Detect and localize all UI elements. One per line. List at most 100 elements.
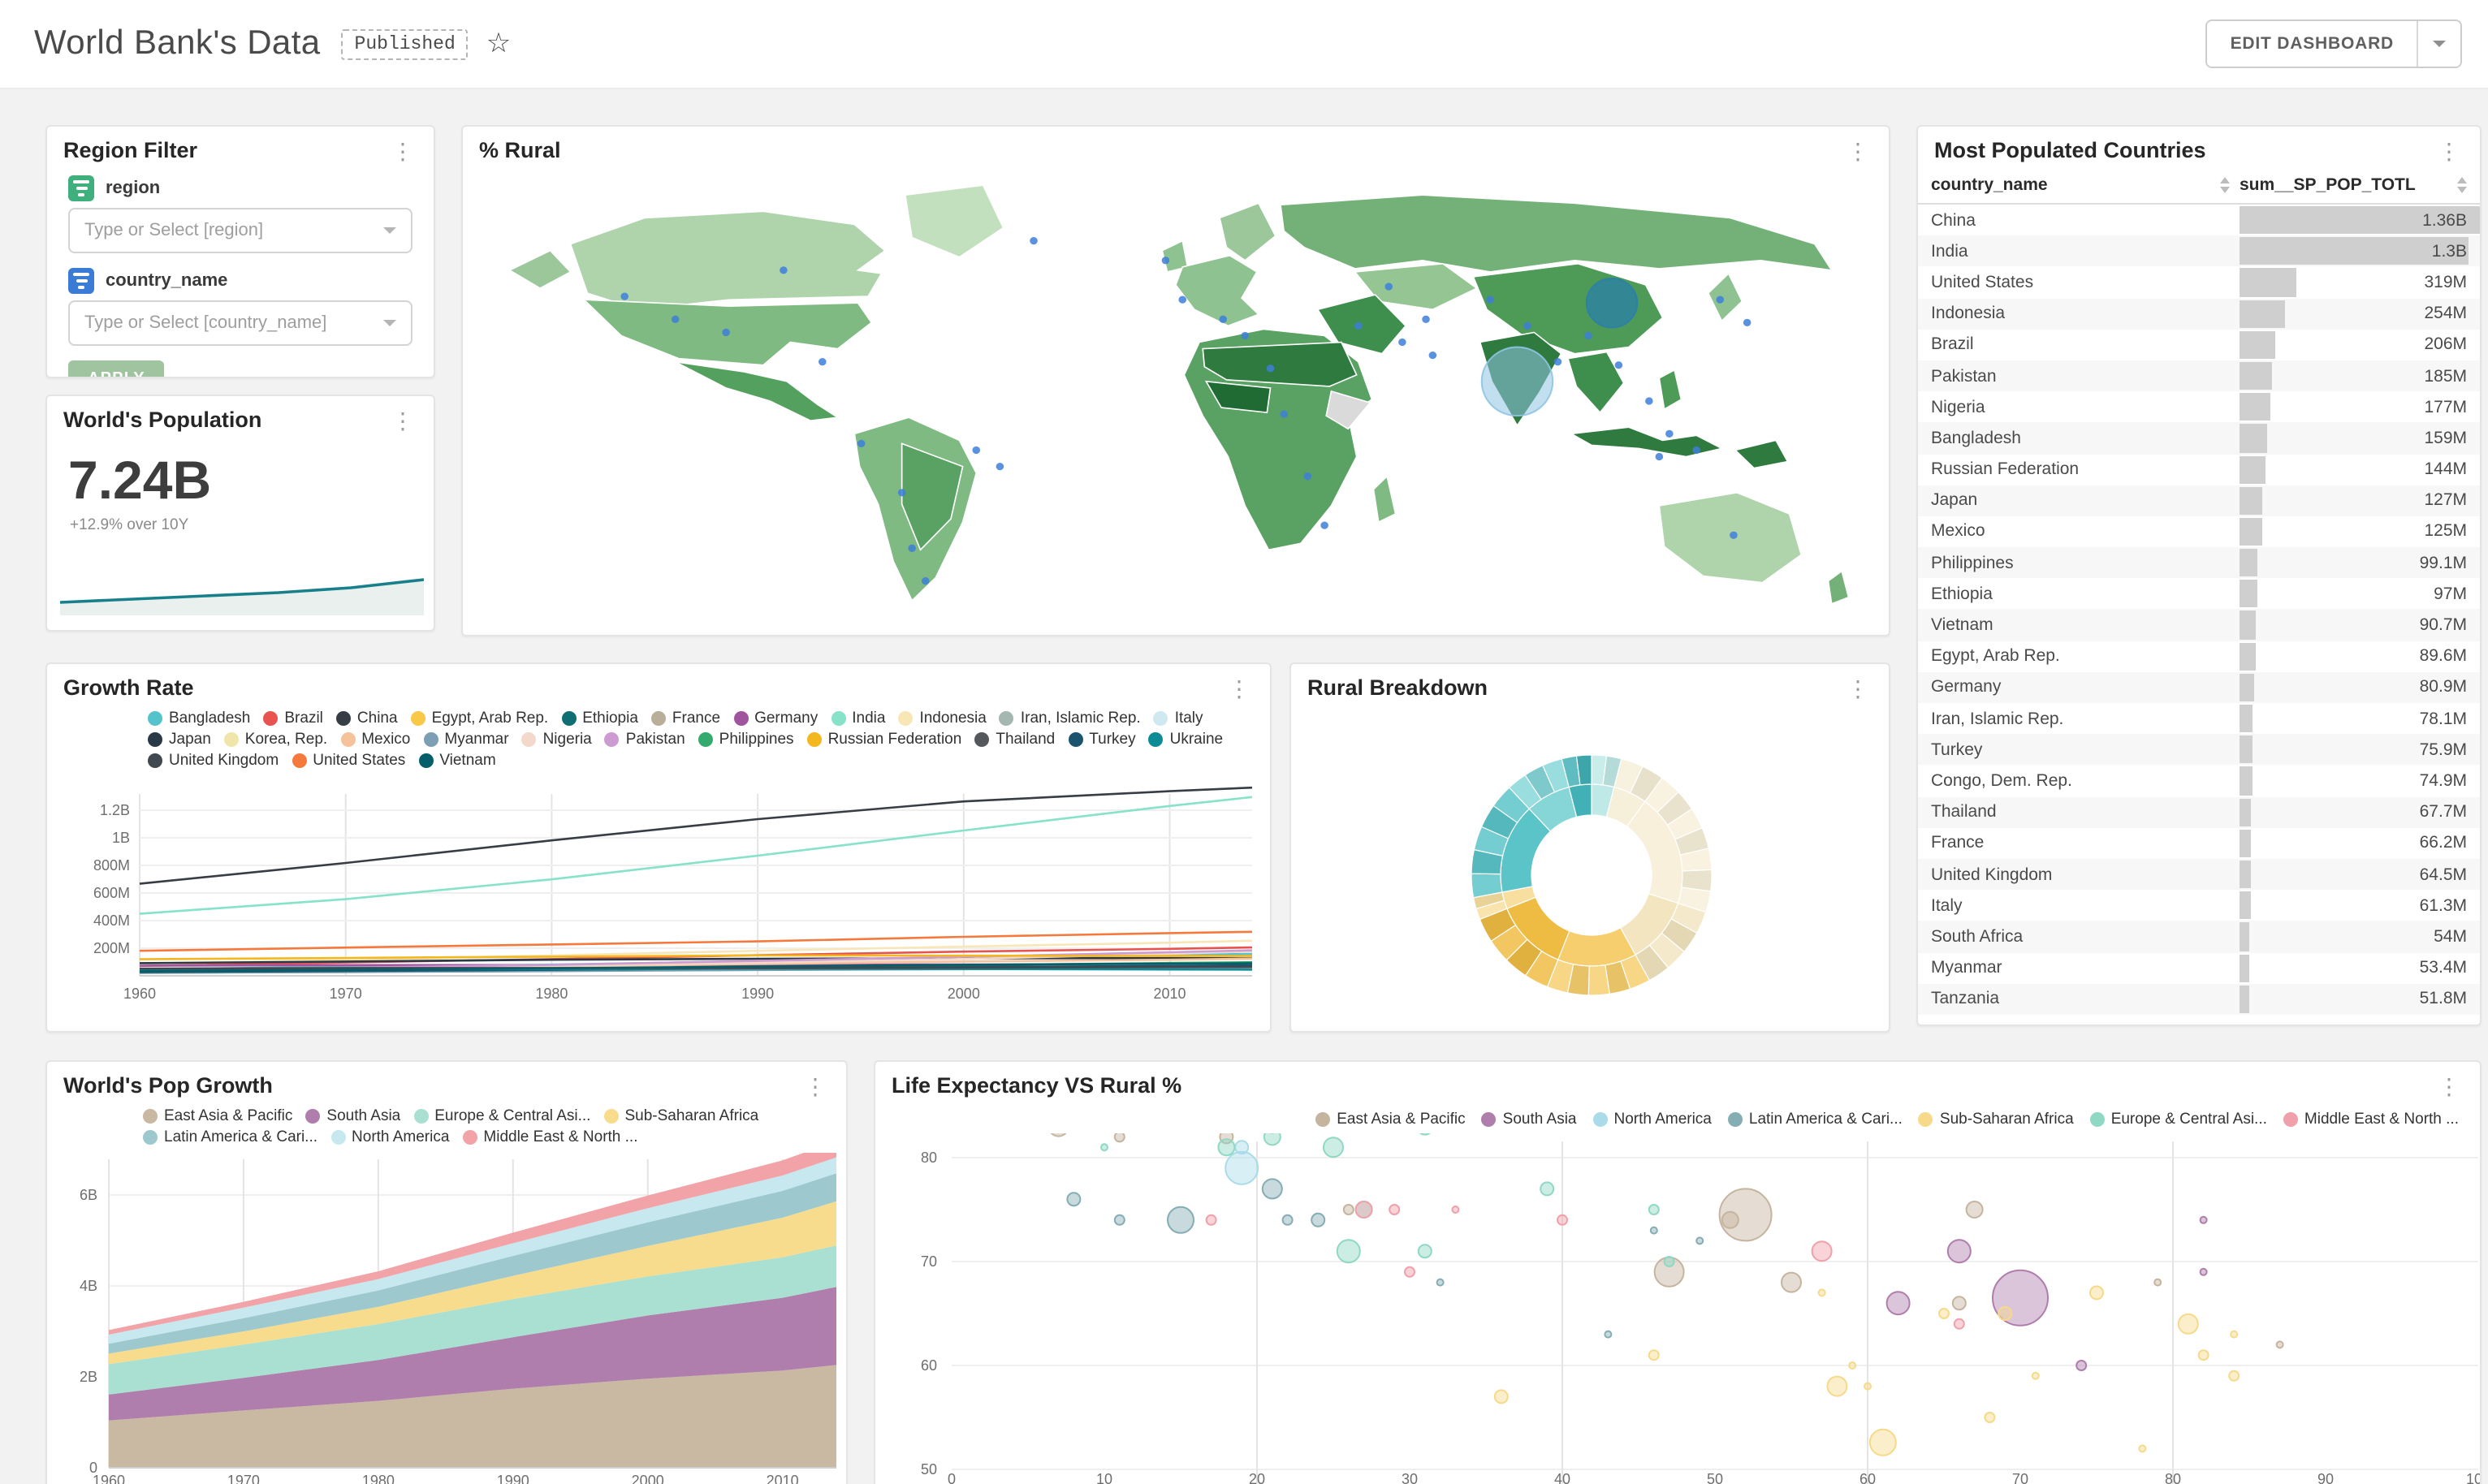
column-header-country-name[interactable]: country_name <box>1931 175 2240 195</box>
legend-item[interactable]: United States <box>292 752 405 770</box>
value-bar <box>2240 486 2262 515</box>
country-name-cell: Turkey <box>1931 740 1983 760</box>
country-name-cell: Germany <box>1931 677 2002 697</box>
kebab-menu-icon[interactable]: ⋮ <box>2438 1072 2460 1098</box>
legend-item[interactable]: Nigeria <box>521 731 592 748</box>
edit-dashboard-button[interactable]: EDIT DASHBOARD <box>2207 21 2417 67</box>
legend-dot-icon <box>521 732 537 747</box>
legend-item[interactable]: Ukraine <box>1148 731 1223 748</box>
legend-item[interactable]: Pakistan <box>604 731 685 748</box>
legend-label: Egypt, Arab Rep. <box>431 710 549 727</box>
legend-item[interactable]: Germany <box>733 710 818 727</box>
kebab-menu-icon[interactable]: ⋮ <box>1847 137 1869 163</box>
legend-item[interactable]: Russian Federation <box>806 731 962 748</box>
population-value-cell: 97M <box>2240 579 2480 610</box>
country-name-select[interactable]: Type or Select [country_name] <box>68 300 413 346</box>
legend-item[interactable]: Latin America & Cari... <box>143 1128 317 1146</box>
region-select[interactable]: Type or Select [region] <box>68 208 413 253</box>
legend-item[interactable]: North America <box>330 1128 449 1146</box>
value-bar <box>2240 705 2253 733</box>
legend-item[interactable]: Vietnam <box>418 752 496 770</box>
legend-item[interactable]: Egypt, Arab Rep. <box>410 710 549 727</box>
svg-text:600M: 600M <box>93 885 130 901</box>
population-value-cell: 127M <box>2240 485 2480 516</box>
legend-item[interactable]: Middle East & North ... <box>462 1128 638 1146</box>
legend-dot-icon <box>974 732 990 747</box>
legend-item[interactable]: South Asia <box>1481 1111 1577 1128</box>
edit-dashboard-caret-button[interactable] <box>2417 21 2460 67</box>
population-value-cell: 75.9M <box>2240 734 2480 765</box>
svg-text:70: 70 <box>2012 1471 2028 1484</box>
legend-dot-icon <box>561 711 577 726</box>
legend-item[interactable]: East Asia & Pacific <box>1315 1111 1466 1128</box>
legend-label: Russian Federation <box>827 731 962 748</box>
kebab-menu-icon[interactable]: ⋮ <box>1228 675 1250 701</box>
legend-item[interactable]: Japan <box>148 731 211 748</box>
legend-item[interactable]: India <box>831 710 885 727</box>
legend-item[interactable]: Sub-Saharan Africa <box>1918 1111 2074 1128</box>
legend-item[interactable]: Iran, Islamic Rep. <box>999 710 1141 727</box>
legend-item[interactable]: North America <box>1592 1111 1712 1128</box>
svg-text:800M: 800M <box>93 857 130 874</box>
apply-button[interactable]: APPLY <box>68 360 165 377</box>
population-value-cell: 74.9M <box>2240 766 2480 796</box>
legend-label: Philippines <box>719 731 794 748</box>
legend-item[interactable]: South Asia <box>305 1107 400 1125</box>
favorite-star-icon[interactable]: ☆ <box>486 28 512 58</box>
kebab-menu-icon[interactable]: ⋮ <box>391 407 414 433</box>
legend-item[interactable]: China <box>335 710 398 727</box>
legend-dot-icon <box>650 711 666 726</box>
table-row: Philippines 99.1M <box>1918 547 2480 579</box>
legend-label: Germany <box>754 710 819 727</box>
legend-item[interactable]: Philippines <box>698 731 794 748</box>
legend-dot-icon <box>148 753 162 768</box>
value-bar <box>2240 549 2257 577</box>
kebab-menu-icon[interactable]: ⋮ <box>2438 137 2460 163</box>
population-value-cell: 64.5M <box>2240 859 2480 890</box>
legend-dot-icon <box>148 732 162 747</box>
column-header-sum-pop[interactable]: sum__SP_POP_TOTL <box>2240 175 2480 195</box>
legend-item[interactable]: Europe & Central Asi... <box>413 1107 590 1125</box>
table-row: Italy 61.3M <box>1918 890 2480 921</box>
legend-item[interactable]: Brazil <box>263 710 323 727</box>
legend-item[interactable]: Korea, Rep. <box>223 731 327 748</box>
value-bar <box>2240 860 2252 889</box>
svg-text:1.2B: 1.2B <box>100 802 130 818</box>
legend-label: Sub-Saharan Africa <box>624 1107 759 1125</box>
published-badge[interactable]: Published <box>341 28 469 59</box>
legend-item[interactable]: United Kingdom <box>148 752 279 770</box>
kebab-menu-icon[interactable]: ⋮ <box>804 1072 827 1098</box>
sort-icon[interactable] <box>2220 177 2240 193</box>
table-row: Mexico 125M <box>1918 516 2480 547</box>
card-title: Most Populated Countries <box>1934 138 2206 162</box>
legend-item[interactable]: Bangladesh <box>148 710 250 727</box>
legend-item[interactable]: France <box>650 710 720 727</box>
legend-item[interactable]: Thailand <box>974 731 1055 748</box>
value-bar <box>2240 673 2254 701</box>
svg-text:6B: 6B <box>80 1187 97 1203</box>
legend-item[interactable]: Europe & Central Asi... <box>2089 1111 2267 1128</box>
population-value-cell: 89.6M <box>2240 641 2480 671</box>
legend-dot-icon <box>733 711 749 726</box>
legend-item[interactable]: Middle East & North ... <box>2283 1111 2459 1128</box>
legend-item[interactable]: East Asia & Pacific <box>143 1107 292 1125</box>
legend-item[interactable]: Myanmar <box>423 731 509 748</box>
value-bar <box>2240 206 2480 235</box>
chevron-down-icon <box>383 227 396 234</box>
legend-label: United Kingdom <box>169 752 279 770</box>
country-name-cell: Indonesia <box>1931 304 2006 324</box>
legend-item[interactable]: Mexico <box>340 731 410 748</box>
population-value-cell: 125M <box>2240 516 2480 547</box>
legend-item[interactable]: Italy <box>1153 710 1203 727</box>
kebab-menu-icon[interactable]: ⋮ <box>1847 675 1869 701</box>
kebab-menu-icon[interactable]: ⋮ <box>391 137 414 163</box>
sort-icon[interactable] <box>2457 177 2477 193</box>
legend-item[interactable]: Indonesia <box>898 710 987 727</box>
population-sparkline <box>60 578 424 615</box>
legend-item[interactable]: Sub-Saharan Africa <box>603 1107 758 1125</box>
legend-item[interactable]: Ethiopia <box>561 710 638 727</box>
value-bar <box>2240 891 2251 920</box>
legend-item[interactable]: Turkey <box>1068 731 1136 748</box>
legend-item[interactable]: Latin America & Cari... <box>1727 1111 1903 1128</box>
